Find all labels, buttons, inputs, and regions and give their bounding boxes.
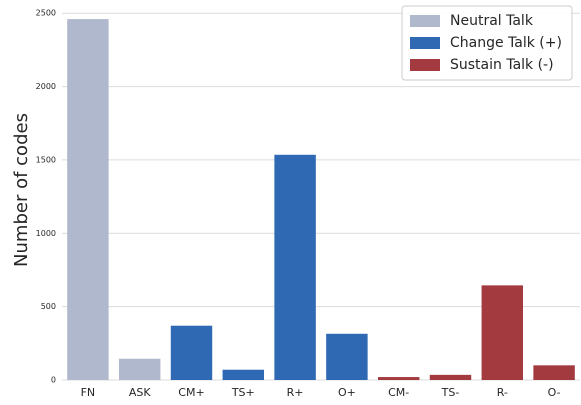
x-tick-label: O+ (338, 386, 356, 399)
bar (481, 285, 524, 380)
y-tick-label: 2000 (36, 82, 56, 91)
legend-label: Change Talk (+) (450, 35, 562, 51)
y-tick-label: 1000 (36, 229, 56, 238)
y-tick-label: 1500 (36, 155, 56, 164)
bar (118, 358, 161, 380)
y-tick-label: 500 (41, 302, 56, 311)
x-tick-label: R- (497, 386, 508, 399)
bar (170, 325, 213, 380)
bar (429, 374, 472, 380)
x-tick-label: ASK (129, 386, 152, 399)
x-tick-label: CM- (388, 386, 409, 399)
bar (533, 365, 575, 380)
legend-label: Neutral Talk (450, 13, 534, 29)
bar (222, 369, 265, 380)
x-tick-label: TS+ (231, 386, 255, 399)
x-tick-label: R+ (287, 386, 304, 399)
legend-swatch (410, 15, 440, 27)
y-tick-label: 2500 (36, 9, 56, 18)
x-tick-label: O- (548, 386, 561, 399)
legend-label: Sustain Talk (-) (450, 57, 554, 73)
legend-swatch (410, 37, 440, 49)
bar (377, 377, 420, 380)
y-axis-label: Number of codes (11, 113, 32, 267)
x-tick-label: FN (81, 386, 96, 399)
x-tick-label: CM+ (178, 386, 204, 399)
x-tick-label: TS- (441, 386, 460, 399)
bar (326, 333, 368, 380)
legend-box (401, 5, 573, 81)
bar (67, 19, 109, 380)
y-tick-label: 0 (51, 376, 56, 385)
legend-swatch (410, 59, 440, 71)
bar (274, 154, 316, 380)
legend: Neutral Talk Change Talk (+) Sustain Talk … (401, 5, 573, 81)
